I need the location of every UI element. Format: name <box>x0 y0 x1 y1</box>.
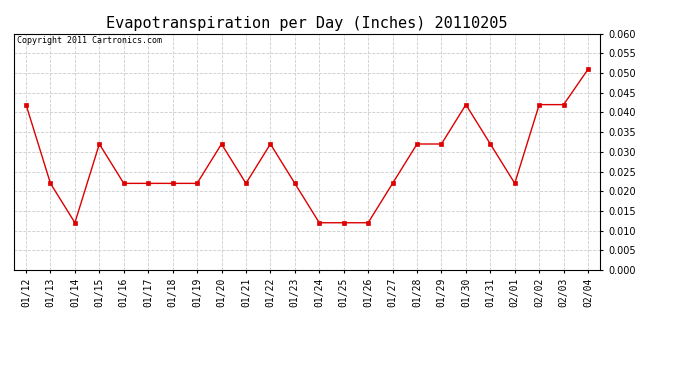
Title: Evapotranspiration per Day (Inches) 20110205: Evapotranspiration per Day (Inches) 2011… <box>106 16 508 31</box>
Text: Copyright 2011 Cartronics.com: Copyright 2011 Cartronics.com <box>17 36 161 45</box>
